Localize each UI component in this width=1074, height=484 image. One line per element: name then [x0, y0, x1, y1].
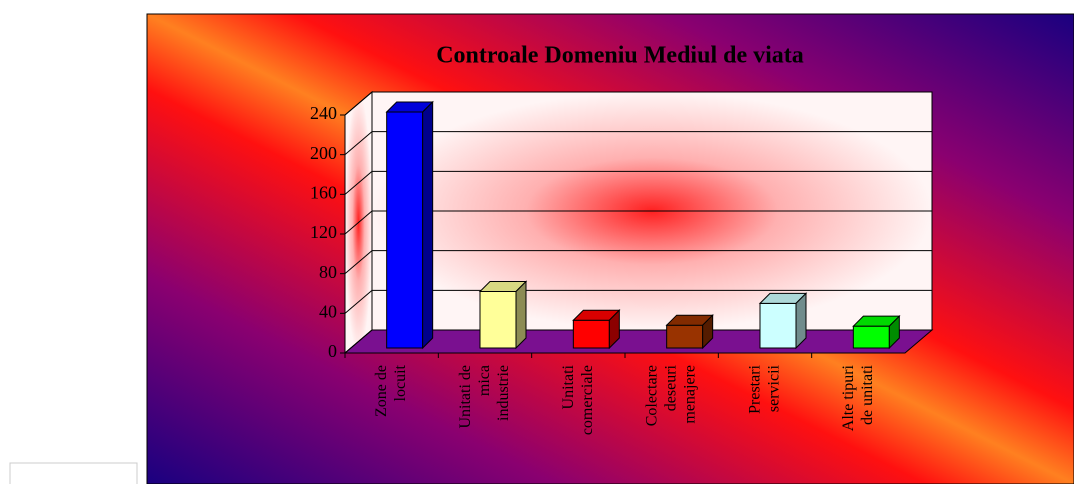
x-tick-label: Alte tipuri de unitati: [840, 364, 876, 431]
x-tick-label-line: servicii: [765, 364, 782, 412]
x-tick-label-line: Alte tipuri: [840, 364, 857, 431]
y-tick-label: 240: [310, 103, 337, 123]
x-tick-label: Colectare deseuri menajere: [643, 364, 698, 426]
x-tick-label-line: Unitati: [560, 364, 577, 409]
bar-side: [795, 292, 807, 350]
bar: [478, 280, 528, 350]
grid-line: [344, 170, 373, 195]
chart-title: Controale Domeniu Mediul de viata: [436, 43, 804, 69]
grid-line: [344, 210, 373, 235]
grid-line: [344, 329, 373, 354]
bar-side: [515, 280, 527, 350]
bar: [665, 313, 714, 350]
y-tick-label: 160: [310, 182, 337, 202]
grid-line: [344, 91, 373, 116]
bar: [852, 314, 901, 350]
x-tick-label-line: menajere: [681, 365, 698, 424]
y-tick-label: 80: [319, 262, 337, 282]
y-tick-label: 0: [328, 341, 337, 361]
bar-side: [888, 314, 900, 350]
bar-side: [422, 100, 434, 350]
x-tick-label: Prestari servicii: [746, 364, 782, 413]
x-tick-label-line: Unitati de: [457, 365, 474, 429]
bar-front: [852, 325, 890, 349]
x-tick-label-line: Colectare: [643, 365, 660, 426]
y-tick-label: 40: [319, 301, 337, 321]
bar-front: [479, 290, 517, 349]
bar-front: [386, 111, 424, 349]
x-tick-label-line: Prestari: [746, 364, 763, 413]
bar: [758, 292, 808, 350]
grid-line: [344, 131, 373, 156]
x-tick-label-line: mica: [476, 365, 493, 396]
x-tick-label-line: Zone de: [373, 365, 390, 417]
bar-front: [572, 319, 610, 349]
bar-side: [608, 309, 620, 350]
x-tick-label-line: comerciale: [579, 365, 596, 435]
x-tick-label-line: locuit: [392, 364, 409, 401]
bar: [572, 309, 621, 350]
y-tick-label: 120: [310, 222, 337, 242]
bar-front: [666, 324, 704, 349]
bar: [385, 100, 434, 350]
grid-line: [344, 250, 373, 275]
bar-side: [702, 313, 714, 350]
x-tick-label: Zone de locuit: [373, 364, 409, 417]
grid-line: [344, 289, 373, 314]
x-tick-label-line: industrie: [495, 365, 512, 421]
x-tick-label-line: de unitati: [859, 364, 876, 425]
x-tick-label-line: deseuri: [662, 364, 679, 411]
x-tick-label: Unitati comerciale: [560, 364, 596, 435]
y-tick-label: 200: [310, 143, 337, 163]
side-box: [9, 462, 138, 484]
x-tick-label: Unitati de mica industrie: [457, 365, 512, 429]
bar-front: [759, 302, 797, 349]
